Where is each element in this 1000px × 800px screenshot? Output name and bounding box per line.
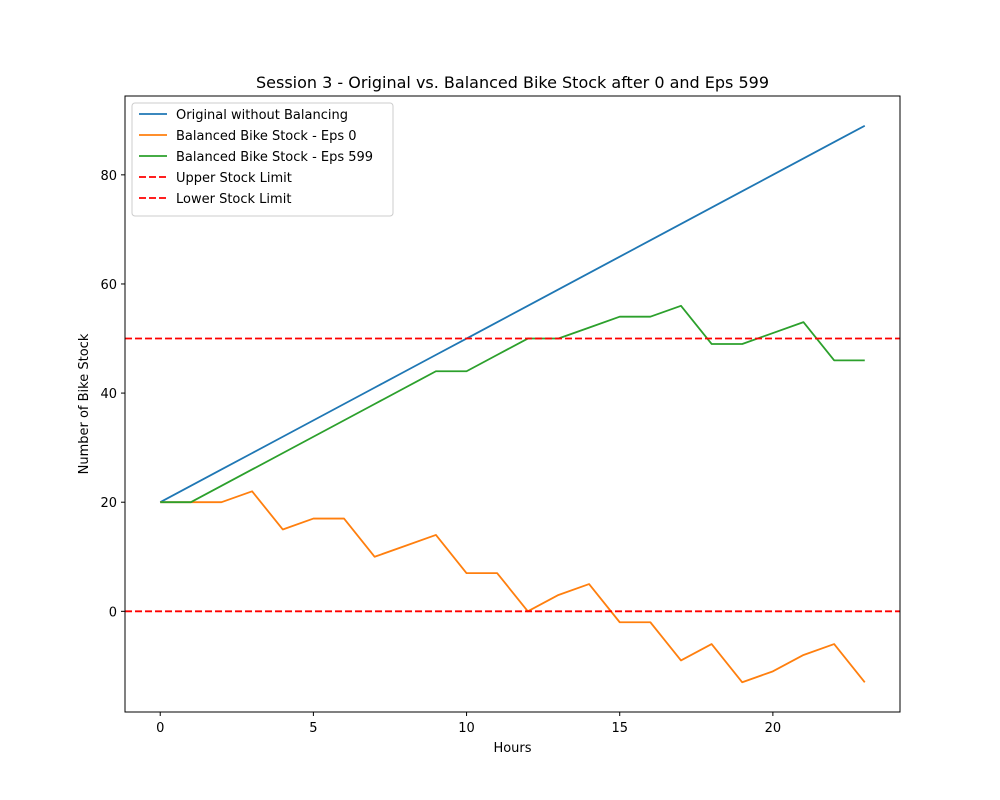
x-tick-label: 0	[156, 721, 164, 736]
plot-series	[125, 124, 900, 684]
series-line-2	[160, 490, 866, 684]
chart-title: Session 3 - Original vs. Balanced Bike S…	[256, 73, 769, 92]
x-tick-label: 5	[309, 721, 317, 736]
plot-area	[125, 124, 900, 684]
y-axis: 0 20 40 60 80	[100, 169, 125, 620]
legend-label: Balanced Bike Stock - Eps 0	[176, 129, 357, 144]
legend: Original without Balancing Balanced Bike …	[131, 102, 394, 217]
legend-box	[131, 102, 394, 217]
y-axis-label: Number of Bike Stock	[77, 333, 92, 474]
x-tick-label: 15	[611, 721, 628, 736]
plot-frame	[124, 95, 901, 713]
x-tick-label: 20	[765, 721, 782, 736]
legend-label: Original without Balancing	[176, 108, 348, 123]
y-tick-label: 40	[100, 387, 117, 402]
legend-label: Lower Stock Limit	[176, 192, 291, 207]
series-line-3	[160, 304, 865, 504]
x-tick-label: 10	[458, 721, 475, 736]
legend-label: Balanced Bike Stock - Eps 599	[176, 150, 373, 165]
y-tick-label: 0	[109, 605, 117, 620]
series-line-1	[159, 124, 866, 504]
y-tick-label: 60	[100, 278, 117, 293]
y-tick-label: 20	[100, 496, 117, 511]
x-axis-label: Hours	[493, 741, 531, 756]
legend-label: Upper Stock Limit	[176, 171, 292, 186]
x-axis: 0 5 10 15 20	[156, 712, 781, 736]
y-tick-label: 80	[100, 169, 117, 184]
